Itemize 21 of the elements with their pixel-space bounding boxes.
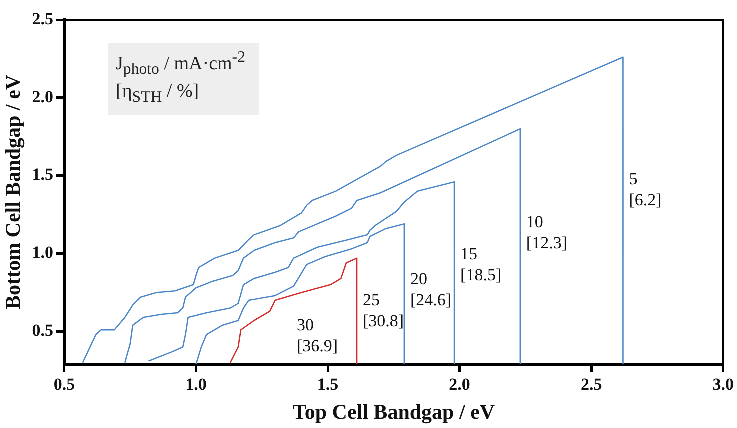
series-label: 5 [6.2] [629, 170, 662, 210]
series-label: 15 [18.5] [460, 244, 502, 284]
y-tick-label: 1.5 [32, 165, 54, 184]
x-tick-label: 3.0 [712, 374, 734, 394]
x-tick-label: 0.5 [54, 374, 76, 394]
y-tick-label: 2.5 [32, 9, 54, 28]
y-tick-label: 1.0 [32, 243, 54, 262]
x-tick-label: 2.0 [449, 374, 470, 394]
x-axis-title: Top Cell Bandgap / eV [292, 400, 496, 424]
x-tick-label: 1.5 [317, 374, 339, 394]
y-tick-label: 2.0 [32, 87, 54, 106]
x-tick-label: 1.0 [186, 374, 207, 394]
series-label: 10 [12.3] [526, 212, 568, 253]
x-tick-label: 2.5 [580, 374, 602, 394]
series-label: 25 [30.8] [363, 290, 404, 330]
annotation: [η$_{STH}$ / %] [116, 81, 200, 108]
y-tick-label: 0.5 [32, 321, 54, 340]
series-label: 20 [24.6] [410, 270, 452, 310]
annotation: 30 [36.9] [297, 315, 338, 356]
y-axis-title: Bottom Cell Bandgap / eV [1, 74, 26, 310]
annotation: J$_{photo}$ / mA·cm$^{-2}$ [116, 48, 246, 80]
